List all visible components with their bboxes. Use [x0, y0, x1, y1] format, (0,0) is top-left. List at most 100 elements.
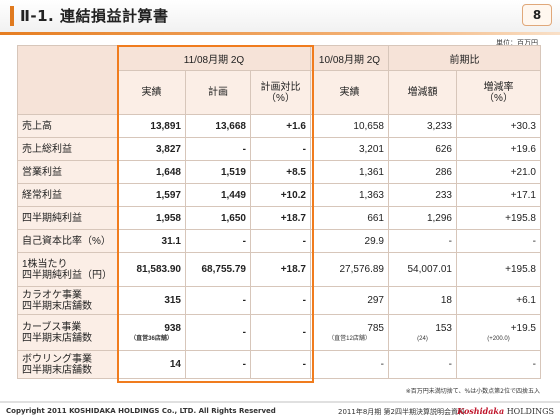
- cell-change-amount: -: [388, 350, 457, 379]
- table-row: カーブス事業 四半期末店舗数 938 （直営36店舗） - -785 （直営12店舗） 15…: [17, 314, 541, 351]
- slide-title: Ⅱ-1. 連結損益計算書: [20, 7, 169, 25]
- cell-change-amount: 626: [388, 137, 457, 161]
- cell-change-rate: -: [456, 229, 541, 253]
- table-row: 四半期純利益 1,958 1,650 +18.7 661 1,296 +195.8: [17, 206, 541, 230]
- document-title: 2011年8月期 第2四半期決算説明会資料: [338, 408, 465, 416]
- cell-change-rate: +17.1: [456, 183, 541, 207]
- cell-change-amount: 233: [388, 183, 457, 207]
- cell-plan-ratio: -: [250, 229, 311, 253]
- table-row: 売上高 13,891 13,668 +1.6 10,658 3,233 +30.3: [17, 114, 541, 138]
- income-statement-table: 11/08月期 2Q 10/08月期 2Q 前期比 実績 計画 計画対比 （%）…: [17, 45, 541, 379]
- cell-prev-actual: -: [310, 350, 389, 379]
- group-header-previous: 10/08月期 2Q: [310, 45, 389, 71]
- table-row: 経常利益 1,597 1,449 +10.2 1,363 233 +17.1: [17, 183, 541, 207]
- subheader-change-amount: 増減額: [388, 70, 457, 115]
- table-row: カラオケ事業 四半期末店舗数 315- -297 18 +6.1: [17, 286, 541, 315]
- cell-plan: 68,755.79: [185, 252, 251, 287]
- cell-plan: -: [185, 350, 251, 379]
- header-corner: [17, 45, 118, 115]
- table-row: 売上総利益 3,827- -3,201 626 +19.6: [17, 137, 541, 161]
- cell-value: 785: [367, 322, 384, 334]
- cell-note: （直営12店舗）: [328, 335, 371, 342]
- cell-change-amount: 1,296: [388, 206, 457, 230]
- cell-value: 938: [164, 322, 181, 334]
- table-row: ボウリング事業 四半期末店舗数 14- - - - -: [17, 350, 541, 379]
- cell-change-rate: +195.8: [456, 206, 541, 230]
- row-label: 1株当たり 四半期純利益（円）: [17, 252, 118, 287]
- cell-change-amount: -: [388, 229, 457, 253]
- cell-value: 153: [435, 322, 452, 334]
- cell-actual: 1,597: [117, 183, 186, 207]
- cell-change-rate: +30.3: [456, 114, 541, 138]
- row-label: 売上総利益: [17, 137, 118, 161]
- row-label: 売上高: [17, 114, 118, 138]
- cell-plan: -: [185, 286, 251, 315]
- cell-change-rate: +6.1: [456, 286, 541, 315]
- row-label: カーブス事業 四半期末店舗数: [17, 314, 118, 351]
- cell-actual: 938 （直営36店舗）: [117, 314, 186, 351]
- cell-plan: 1,650: [185, 206, 251, 230]
- cell-prev-actual: 661: [310, 206, 389, 230]
- row-label: 自己資本比率（%）: [17, 229, 118, 253]
- cell-plan: -: [185, 137, 251, 161]
- cell-actual: 81,583.90: [117, 252, 186, 287]
- cell-plan-ratio: -: [250, 137, 311, 161]
- subheader-actual: 実績: [117, 70, 186, 115]
- cell-change-rate: +19.6: [456, 137, 541, 161]
- cell-change-rate: +19.5 (+200.0): [456, 314, 541, 351]
- subheader-change-rate: 増減率 （%）: [456, 70, 541, 115]
- cell-change-amount: 286: [388, 160, 457, 184]
- slide-header: Ⅱ-1. 連結損益計算書 8: [0, 0, 560, 32]
- title-accent-bar: [10, 6, 14, 26]
- table-row: 自己資本比率（%） 31.1- -29.9- -: [17, 229, 541, 253]
- cell-actual: 14: [117, 350, 186, 379]
- row-label: ボウリング事業 四半期末店舗数: [17, 350, 118, 379]
- cell-plan-ratio: -: [250, 314, 311, 351]
- cell-change-amount: 3,233: [388, 114, 457, 138]
- cell-note: (+200.0): [487, 335, 510, 342]
- cell-actual: 13,891: [117, 114, 186, 138]
- cell-plan: -: [185, 229, 251, 253]
- cell-prev-actual: 1,363: [310, 183, 389, 207]
- cell-plan-ratio: +18.7: [250, 206, 311, 230]
- cell-actual: 1,648: [117, 160, 186, 184]
- cell-actual: 315: [117, 286, 186, 315]
- cell-change-amount: 54,007.01: [388, 252, 457, 287]
- cell-prev-actual: 29.9: [310, 229, 389, 253]
- row-label: カラオケ事業 四半期末店舗数: [17, 286, 118, 315]
- cell-plan-ratio: -: [250, 350, 311, 379]
- cell-actual: 3,827: [117, 137, 186, 161]
- copyright-text: Copyright 2011 KOSHIDAKA HOLDINGS Co., L…: [6, 407, 276, 415]
- cell-plan: 13,668: [185, 114, 251, 138]
- cell-plan-ratio: -: [250, 286, 311, 315]
- cell-plan-ratio: +1.6: [250, 114, 311, 138]
- cell-prev-actual: 27,576.89: [310, 252, 389, 287]
- cell-change-rate: +21.0: [456, 160, 541, 184]
- group-header-comparison: 前期比: [388, 45, 541, 71]
- cell-actual: 1,958: [117, 206, 186, 230]
- brand-mark: Koshidaka: [457, 406, 505, 416]
- cell-prev-actual: 3,201: [310, 137, 389, 161]
- row-label: 経常利益: [17, 183, 118, 207]
- cell-actual: 31.1: [117, 229, 186, 253]
- subheader-plan: 計画: [185, 70, 251, 115]
- cell-note: （直営36店舗）: [130, 335, 173, 342]
- cell-prev-actual: 10,658: [310, 114, 389, 138]
- brand-logo: Koshidaka HOLDINGS: [457, 406, 554, 416]
- cell-plan-ratio: +10.2: [250, 183, 311, 207]
- subheader-prev-actual: 実績: [310, 70, 389, 115]
- table-row: 1株当たり 四半期純利益（円） 81,583.90 68,755.79 +18.7 27…: [17, 252, 541, 287]
- unit-note: 単位：百万円: [496, 39, 538, 47]
- footer-divider: [0, 401, 560, 403]
- cell-plan: 1,449: [185, 183, 251, 207]
- cell-prev-actual: 1,361: [310, 160, 389, 184]
- cell-change-rate: -: [456, 350, 541, 379]
- page-number-badge: 8: [522, 4, 552, 26]
- row-label: 四半期純利益: [17, 206, 118, 230]
- cell-prev-actual: 297: [310, 286, 389, 315]
- cell-plan: -: [185, 314, 251, 351]
- cell-change-amount: 18: [388, 286, 457, 315]
- title-underline: [0, 32, 560, 35]
- cell-note: (24): [417, 335, 428, 342]
- cell-change-amount: 153 (24): [388, 314, 457, 351]
